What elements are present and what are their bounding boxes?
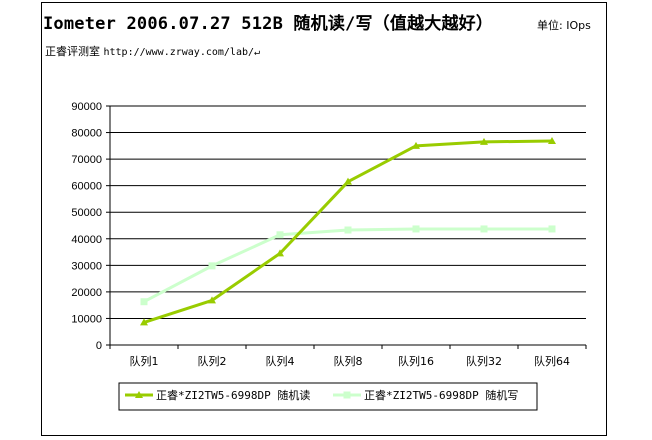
x-tick-label: 队列4 — [266, 354, 295, 368]
legend-marker — [343, 391, 351, 399]
legend-entry: 正睿*ZI2TW5-6998DP 随机写 — [333, 388, 518, 402]
data-point — [480, 225, 488, 233]
legend: 正睿*ZI2TW5-6998DP 随机读 正睿*ZI2TW5-6998DP 随机写 — [118, 382, 538, 411]
y-tick-label: 50000 — [71, 207, 102, 219]
legend-entry: 正睿*ZI2TW5-6998DP 随机读 — [125, 388, 310, 402]
legend-label: 正睿*ZI2TW5-6998DP 随机写 — [364, 388, 518, 402]
x-tick-labels: 队列1 队列2 队列4 队列8 队列16 队列32 队列64 — [130, 354, 571, 368]
y-tick-label: 70000 — [71, 154, 102, 166]
data-point — [276, 249, 284, 257]
y-tick-label: 80000 — [71, 128, 102, 140]
y-tick-label: 0 — [96, 340, 102, 352]
axes — [106, 105, 587, 349]
x-tick-label: 队列64 — [534, 354, 570, 368]
data-point — [208, 262, 216, 270]
unit-label: 单位: IOps — [537, 19, 591, 32]
data-point — [412, 141, 420, 149]
y-tick-label: 10000 — [71, 313, 102, 325]
x-tick-label: 队列8 — [334, 354, 363, 368]
series-random-write — [140, 225, 556, 306]
x-tick-label: 队列16 — [398, 354, 434, 368]
x-tick-label: 队列32 — [466, 354, 502, 368]
y-tick-label: 30000 — [71, 260, 102, 272]
y-tick-label: 40000 — [71, 234, 102, 246]
legend-marker — [135, 391, 143, 398]
series-random-read — [140, 137, 556, 326]
data-point — [344, 177, 352, 185]
y-tick-label: 90000 — [71, 101, 102, 113]
x-tick-label: 队列1 — [130, 354, 159, 368]
data-point — [548, 225, 556, 233]
y-tick-label: 60000 — [71, 181, 102, 193]
y-tick-labels: 0 10000 20000 30000 40000 50000 60000 70000 8000… — [71, 101, 102, 352]
data-point — [208, 296, 216, 304]
plot-area — [110, 106, 586, 345]
chart-title: Iometer 2006.07.27 512B 随机读/写（值越大越好） — [43, 14, 494, 34]
y-tick-label: 20000 — [71, 287, 102, 299]
data-point — [344, 226, 352, 234]
site-name: 正睿评测室 — [45, 45, 100, 58]
series-lines — [140, 137, 556, 326]
site-url: http://www.zrway.com/lab/↵ — [103, 47, 261, 58]
data-point — [480, 137, 488, 145]
data-point — [548, 137, 556, 145]
legend-box — [118, 382, 538, 411]
data-point — [276, 231, 284, 239]
data-point — [412, 225, 420, 233]
data-point — [140, 318, 148, 326]
data-point — [140, 298, 148, 306]
x-tick-label: 队列2 — [198, 354, 227, 368]
site-credit: 正睿评测室 http://www.zrway.com/lab/↵ — [45, 43, 260, 59]
legend-label: 正睿*ZI2TW5-6998DP 随机读 — [156, 388, 310, 402]
gridlines — [110, 105, 586, 319]
